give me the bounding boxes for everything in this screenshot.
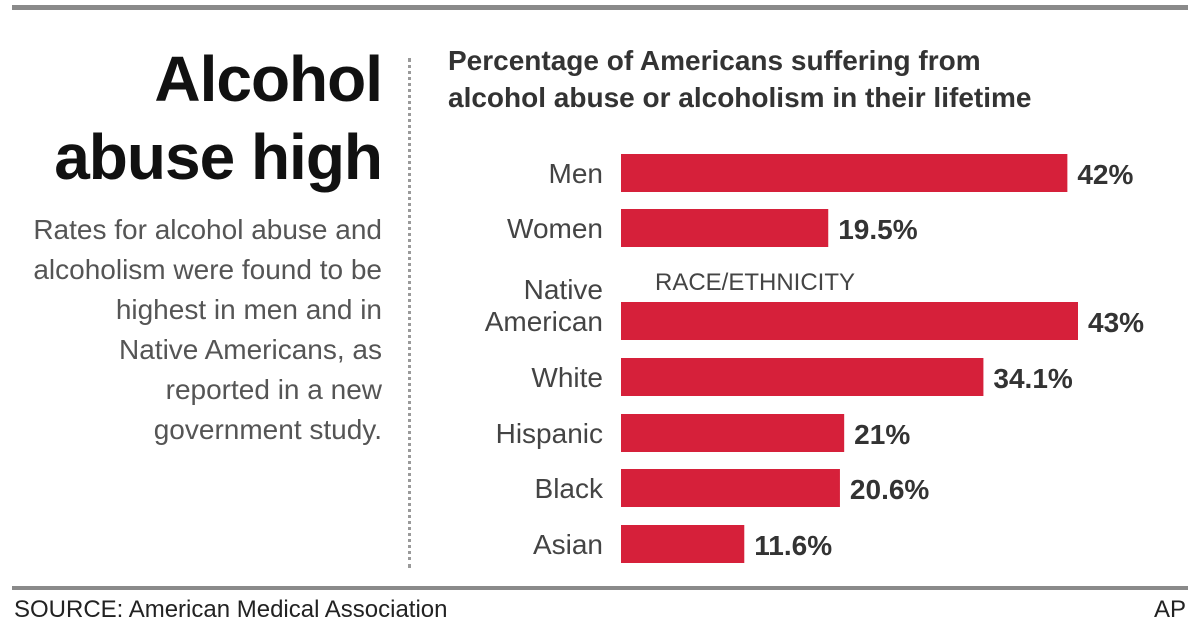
chart-title-line-2: alcohol abuse or alcoholism in their lif… <box>448 82 1032 113</box>
headline-line-2: abuse high <box>54 121 383 193</box>
chart-title: Percentage of Americans suffering from a… <box>448 42 1188 116</box>
category-label: Black <box>535 473 604 504</box>
bottom-rule <box>12 586 1188 590</box>
bar-asian <box>621 525 745 563</box>
category-label: Asian <box>533 529 603 560</box>
category-label: Hispanic <box>496 418 603 449</box>
bar-men <box>621 154 1068 192</box>
category-label: Men <box>549 158 603 189</box>
section-label: RACE/ETHNICITY <box>655 269 855 296</box>
headline-line-1: Alcohol <box>154 43 383 115</box>
chart-title-line-1: Percentage of Americans suffering from <box>448 45 981 76</box>
value-label: 21% <box>854 419 910 450</box>
bar-native-american <box>621 302 1078 340</box>
source-line: SOURCE: American Medical Association <box>14 596 448 623</box>
value-label: 34.1% <box>993 363 1072 394</box>
value-label: 42% <box>1077 159 1133 190</box>
value-label: 43% <box>1088 307 1144 338</box>
category-label: White <box>531 362 603 393</box>
headline: Alcohol abuse high <box>40 40 383 196</box>
bar-white <box>621 358 984 396</box>
category-label: Native <box>524 274 603 305</box>
category-label: Women <box>507 213 603 244</box>
bar-black <box>621 469 840 507</box>
credit-line: AP <box>1153 596 1186 623</box>
category-label: American <box>485 306 603 337</box>
dek-text: Rates for alcohol abuse and alcoholism w… <box>33 214 382 445</box>
bar-women <box>621 209 829 247</box>
dotted-divider <box>408 58 411 568</box>
value-label: 19.5% <box>838 214 917 245</box>
top-rule <box>12 5 1188 10</box>
value-label: 11.6% <box>754 530 832 561</box>
bar-hispanic <box>621 414 845 452</box>
value-label: 20.6% <box>850 474 929 505</box>
